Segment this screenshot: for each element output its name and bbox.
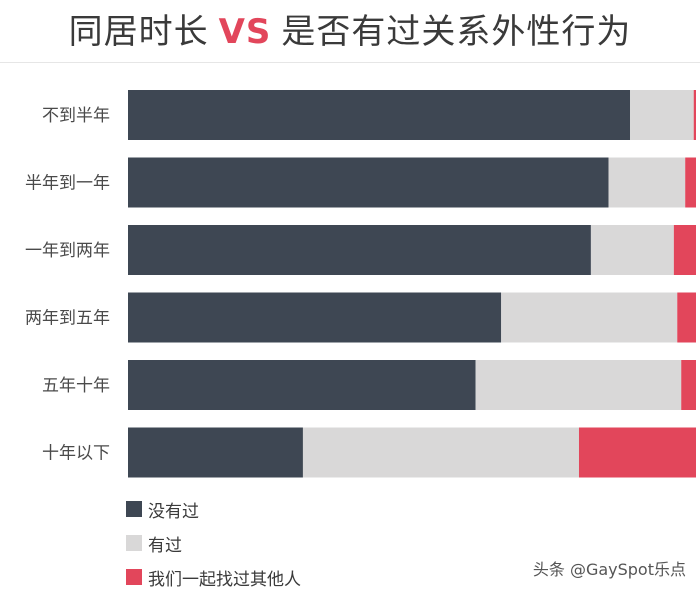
bar-segment-s2-c3 [677,292,696,343]
bar-segment-s0-c4 [128,360,476,410]
legend: 没有过 有过 我们一起找过其他人 [126,492,301,594]
title-part1: 同居时长 [68,12,209,52]
category-label: 五年十年 [42,376,110,396]
title-vs: VS [218,12,272,52]
title-divider [0,62,700,63]
legend-item-together: 我们一起找过其他人 [126,560,301,594]
legend-label-no: 没有过 [148,501,199,522]
category-label: 十年以下 [42,444,110,464]
bar-segment-s0-c3 [128,292,502,343]
bar-segment-s2-c2 [673,225,696,275]
watermark: 头条 @GaySpot乐点 [532,560,686,579]
legend-swatch-yes [126,535,142,551]
category-label: 一年到两年 [25,241,110,261]
category-label: 半年到一年 [25,174,110,194]
legend-swatch-no [126,501,142,517]
bar-segment-s1-c2 [590,225,674,275]
bar-segment-s1-c3 [501,292,678,343]
category-label: 不到半年 [42,106,110,126]
legend-label-yes: 有过 [148,535,182,556]
bar-segment-s2-c0 [693,90,696,140]
legend-item-yes: 有过 [126,526,301,560]
bar-segment-s0-c5 [128,427,303,478]
bar-segment-s1-c4 [475,360,682,410]
bar-segment-s2-c5 [578,427,696,478]
bar-segment-s1-c5 [302,427,579,478]
title-part2: 是否有过关系外性行为 [281,12,632,52]
category-label: 两年到五年 [25,309,110,329]
bar-segment-s1-c1 [608,157,686,208]
legend-swatch-together [126,569,142,585]
legend-item-no: 没有过 [126,492,301,526]
bar-segment-s0-c0 [128,90,631,140]
bar-segment-s2-c1 [685,157,696,208]
bar-segment-s1-c0 [630,90,694,140]
bar-segment-s2-c4 [681,360,696,410]
bar-segment-s0-c1 [128,157,609,208]
chart-title: 同居时长 VS 是否有过关系外性行为 [0,4,700,53]
legend-label-together: 我们一起找过其他人 [148,569,301,590]
bar-segment-s0-c2 [128,225,591,275]
